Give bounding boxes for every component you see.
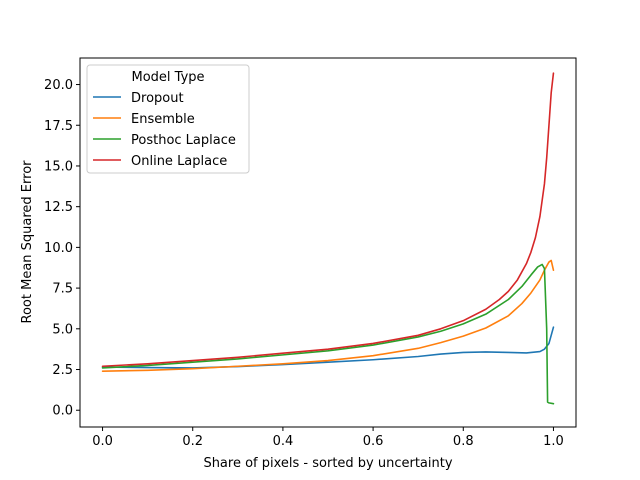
x-axis-label: Share of pixels - sorted by uncertainty	[203, 456, 452, 471]
x-axis-ticks: 0.0 0.2 0.4 0.6 0.8 1.0	[92, 427, 564, 449]
y-tick-label: 10.0	[44, 241, 73, 256]
plot-frame	[79, 57, 577, 428]
legend-entries: Dropout Ensemble Posthoc Laplace Online Lap…	[93, 91, 236, 169]
legend-title: Model Type	[131, 70, 204, 85]
x-tick-label: 0.8	[453, 434, 474, 449]
y-axis-ticks: 0.0 2.5 5.0 7.5 10.0 12.5 15.0 17.5 20.0	[44, 78, 80, 419]
legend-label-dropout: Dropout	[131, 91, 184, 106]
series-line-online-laplace	[101, 72, 555, 368]
plot-lines	[101, 72, 555, 405]
y-tick-label: 12.5	[44, 200, 73, 215]
y-tick-label: 5.0	[52, 322, 73, 337]
y-tick-label: 20.0	[44, 78, 73, 93]
y-axis-label: Root Mean Squared Error	[20, 160, 35, 324]
legend-label-posthoc-laplace: Posthoc Laplace	[131, 133, 236, 148]
x-tick-label: 0.6	[363, 434, 384, 449]
y-tick-label: 7.5	[52, 282, 73, 297]
y-tick-label: 2.5	[52, 363, 73, 378]
legend-box	[86, 64, 250, 174]
legend-label-ensemble: Ensemble	[131, 112, 195, 127]
x-tick-label: 0.4	[273, 434, 294, 449]
x-tick-label: 0.2	[182, 434, 203, 449]
x-tick-label: 0.0	[92, 434, 113, 449]
y-tick-label: 15.0	[44, 159, 73, 174]
legend-label-online-laplace: Online Laplace	[131, 154, 227, 169]
y-tick-label: 17.5	[44, 119, 73, 134]
legend: Model Type Dropout Ensemble Posthoc Laplac…	[86, 64, 250, 174]
x-tick-label: 1.0	[543, 434, 564, 449]
y-tick-label: 0.0	[52, 404, 73, 419]
series-line-posthoc-laplace	[101, 263, 555, 405]
